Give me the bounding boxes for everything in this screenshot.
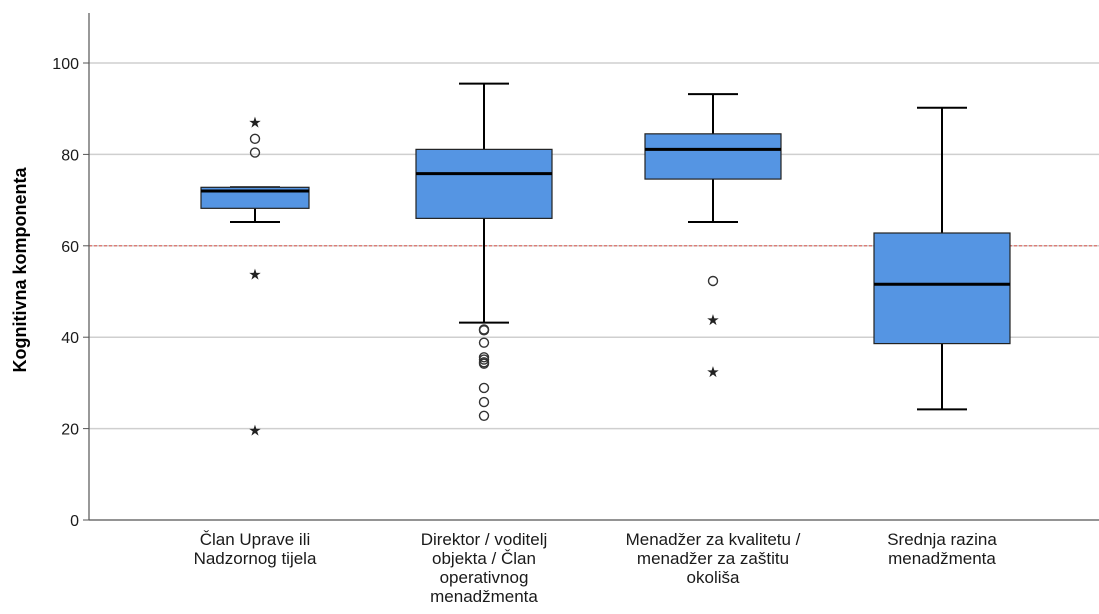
y-tick-label: 0 xyxy=(70,513,79,530)
x-category-label: Srednja razina xyxy=(887,530,997,549)
box-group: ★ ★ ★ xyxy=(200,113,310,440)
y-tick-label: 60 xyxy=(61,239,79,256)
extreme-point: ★ xyxy=(706,363,719,381)
x-category-label: operativnog xyxy=(440,568,529,587)
outlier-point xyxy=(249,147,261,158)
outlier-point xyxy=(478,410,490,422)
outlier-point xyxy=(478,358,490,369)
extreme-point: ★ xyxy=(706,311,719,329)
x-category-label: menadžer za zaštitu xyxy=(637,549,789,568)
outlier-point xyxy=(478,382,490,394)
box-group xyxy=(873,106,1011,411)
box-group: ★★ xyxy=(644,93,782,381)
x-category-label: Direktor / voditelj xyxy=(421,530,548,549)
box-group xyxy=(415,82,553,422)
boxes: ★★★★★ xyxy=(200,82,1011,440)
x-category-label: objekta / Član xyxy=(432,549,536,568)
extreme-point: ★ xyxy=(248,422,261,440)
box-iqr xyxy=(644,133,782,180)
y-axis-label: Kognitivna komponenta xyxy=(10,167,30,373)
x-category-label: Nadzornog tijela xyxy=(194,549,317,568)
box-iqr xyxy=(200,186,310,209)
outlier-point xyxy=(478,325,490,336)
x-category-label: okoliša xyxy=(687,568,740,587)
y-tick-label: 80 xyxy=(61,147,79,164)
outlier-point xyxy=(249,133,261,145)
x-category-label: menadžmenta xyxy=(888,549,996,568)
extreme-point: ★ xyxy=(248,113,261,131)
y-tick-label: 40 xyxy=(61,330,79,347)
outlier-point xyxy=(478,354,490,365)
outlier-point xyxy=(478,337,490,348)
x-category-label: Menadžer za kvalitetu / xyxy=(626,530,801,549)
axes xyxy=(83,13,1099,521)
outlier-point xyxy=(478,396,490,408)
y-tick-label: 20 xyxy=(61,422,79,439)
y-tick-label: 100 xyxy=(52,56,79,73)
box-iqr xyxy=(873,232,1011,345)
extreme-point: ★ xyxy=(248,266,261,284)
outlier-point xyxy=(707,275,719,287)
box-iqr xyxy=(415,148,553,219)
x-category-label: Član Uprave ili xyxy=(200,530,311,549)
y-tick-labels: 0 20 40 60 80 100 xyxy=(52,56,79,530)
x-category-label: menadžmenta xyxy=(430,587,538,606)
